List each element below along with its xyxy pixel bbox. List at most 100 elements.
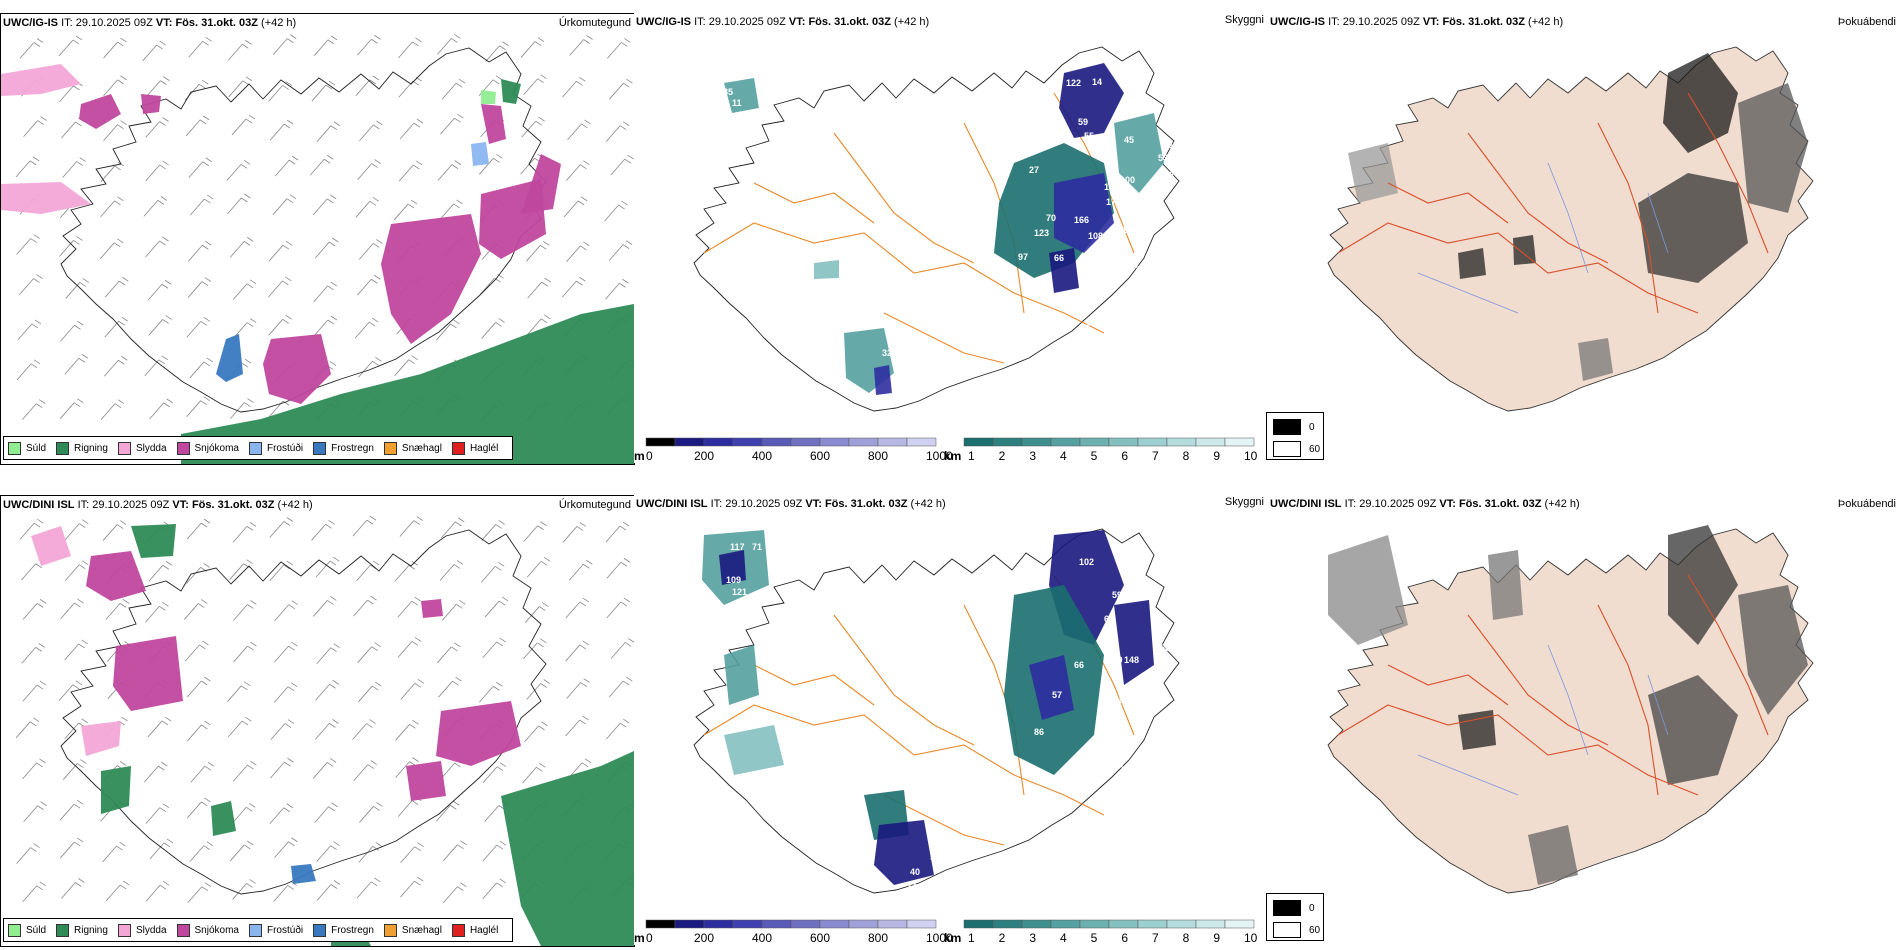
cloud-base-label: 71 [752, 542, 762, 552]
scale-swatch [1137, 919, 1168, 929]
precip-legend: Súld Rigning Slydda Snjókoma Frostúði Frostre… [3, 436, 514, 460]
wind-barb [232, 279, 257, 301]
fog-legend: 0 60 [1266, 893, 1324, 941]
legend-swatch [56, 441, 70, 455]
map-header: UWC/IG-IS IT: 29.10.2025 09Z VT: Fös. 31… [1270, 16, 1564, 28]
scale-swatch [992, 919, 1023, 929]
wind-barb [527, 277, 551, 299]
wind-barb [566, 678, 590, 699]
scale-swatch [1108, 919, 1139, 929]
scale-swatch [732, 437, 763, 447]
wind-barb [605, 121, 630, 142]
wind-barb [105, 880, 130, 902]
wind-barb [482, 878, 506, 900]
cloud-area [1049, 248, 1079, 293]
wind-barb [605, 521, 630, 543]
scale-tick: 1000 [926, 449, 953, 463]
fog-panel-row1: UWC/IG-IS IT: 29.10.2025 09Z VT: Fös. 31… [1268, 13, 1900, 463]
fog-area [1458, 710, 1496, 750]
cloud-base-label: 119 [1108, 655, 1123, 665]
wind-barb [355, 196, 380, 218]
cloud-base-label: 122 [1066, 78, 1081, 88]
scale-swatch [1050, 919, 1081, 929]
fog-legend: 0 60 [1266, 412, 1324, 460]
wind-barb [562, 522, 587, 543]
wind-barb [145, 236, 169, 258]
wind-barb [22, 758, 46, 780]
scale-tick: 9 [1213, 931, 1220, 945]
wind-barb [525, 240, 550, 262]
wind-barb [440, 113, 464, 135]
fog-legend-label: 60 [1309, 443, 1321, 455]
wind-barb [144, 761, 168, 783]
legend-label: Snæhagl [401, 442, 442, 454]
wind-barb [567, 119, 591, 141]
fog-area [1348, 143, 1398, 203]
road [1337, 222, 1699, 314]
legend-item: Snjókoma [176, 441, 239, 455]
wind-barb [482, 762, 507, 783]
wind-barb [356, 560, 380, 582]
wind-barb [22, 599, 47, 620]
iceland-outline [60, 529, 547, 895]
wind-barb [148, 560, 173, 582]
wind-barb [353, 595, 377, 617]
wind-barb [19, 38, 44, 59]
scale-swatch [848, 437, 879, 447]
wind-barb [354, 317, 379, 339]
cloud-base-label: 2 [920, 245, 925, 255]
wind-barb [397, 637, 422, 658]
wind-barb [312, 194, 337, 216]
wind-barb [316, 121, 341, 143]
map-header: UWC/DINI ISL IT: 29.10.2025 09Z VT: Fös.… [636, 498, 946, 510]
scale-swatch [761, 919, 792, 929]
cloud-panel-row2: 117 71 109 121 11 141 19 102 59 63 114 119 148 46 50 66… [634, 495, 1267, 945]
wind-barb [58, 680, 83, 702]
scale-swatch [674, 919, 705, 929]
scale-swatch [819, 919, 850, 929]
river [1417, 272, 1519, 314]
wind-barb [313, 281, 337, 303]
cloud-base-label: 114 [1104, 637, 1119, 647]
wind-barb [309, 154, 334, 176]
scale-swatch [877, 437, 908, 447]
wind-barb [17, 319, 42, 341]
wind-barb [607, 38, 631, 59]
wind-barb [61, 878, 85, 899]
legend-label: Rigning [74, 924, 108, 936]
fog-legend-label: 60 [1309, 924, 1321, 936]
precip-area [216, 334, 243, 382]
scale-tick: 1 [968, 931, 975, 945]
fog-legend-item: 0 [1273, 900, 1315, 916]
wind-barb [270, 757, 294, 779]
wind-barb [22, 399, 46, 420]
map-header: UWC/DINI ISL IT: 29.10.2025 09Z VT: Fös.… [3, 499, 313, 511]
wind-barb [437, 160, 462, 181]
scale-swatch [645, 919, 676, 929]
fog-area [1528, 825, 1578, 885]
cloud-area [1029, 655, 1074, 720]
wind-barb [147, 716, 172, 738]
fog-area [1648, 675, 1738, 785]
wind-barb [21, 643, 45, 664]
cloud-area [724, 78, 759, 113]
legend-label: Slydda [135, 442, 167, 454]
wind-barb [142, 40, 166, 62]
wind-barb [565, 160, 590, 181]
wind-barb [186, 563, 210, 584]
wind-barb [269, 560, 293, 582]
wind-barb [145, 160, 169, 182]
legend-swatch [248, 441, 262, 455]
scale-swatch [1224, 919, 1255, 929]
cloud-base-label: 11 [734, 612, 744, 622]
scale-tick: 400 [752, 449, 772, 463]
wind-barb [316, 880, 341, 901]
wind-barb [440, 517, 465, 539]
cloud-base-label: 27 [1029, 165, 1039, 175]
iceland-outline [60, 47, 547, 413]
wind-barb [315, 719, 339, 740]
wind-barb [16, 843, 40, 864]
cloud-base-label: 108 [1088, 231, 1103, 241]
iceland-outline [693, 528, 1180, 894]
precip-area [86, 551, 146, 601]
